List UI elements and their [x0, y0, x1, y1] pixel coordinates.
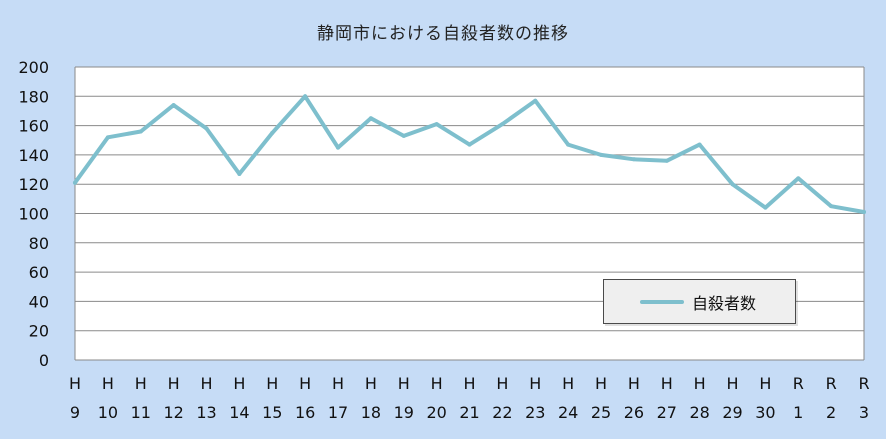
x-tick-year: 24: [558, 403, 578, 422]
x-tick-year: 26: [624, 403, 644, 422]
gridlines: [74, 66, 865, 361]
x-tick-era: H: [332, 374, 344, 393]
x-tick-year: 22: [492, 403, 512, 422]
x-tick-era: H: [726, 374, 738, 393]
x-tick-year: 10: [98, 403, 118, 422]
x-tick-era: H: [398, 374, 410, 393]
y-tick-label: 80: [29, 234, 49, 253]
data-point: [566, 142, 571, 147]
data-point: [138, 129, 143, 134]
y-tick-label: 180: [18, 87, 49, 106]
x-tick-year: 11: [131, 403, 151, 422]
data-point: [763, 205, 768, 210]
x-tick-year: 15: [262, 403, 282, 422]
y-tick-label: 40: [29, 292, 49, 311]
x-tick-year: 23: [525, 403, 545, 422]
legend-label: 自殺者数: [692, 293, 757, 313]
series-layer: [73, 94, 866, 215]
x-tick-era: H: [168, 374, 180, 393]
legend-swatch: [640, 299, 684, 304]
x-tick-year: 20: [426, 403, 446, 422]
data-point: [730, 182, 735, 187]
data-point: [500, 122, 505, 127]
y-tick-label: 20: [29, 322, 49, 341]
x-tick-era: H: [463, 374, 475, 393]
data-point: [533, 98, 538, 103]
y-tick-label: 100: [18, 205, 49, 224]
x-tick-era: H: [661, 374, 673, 393]
x-tick-year: 19: [394, 403, 414, 422]
x-tick-era: H: [69, 374, 81, 393]
data-point: [105, 135, 110, 140]
data-point: [434, 122, 439, 127]
x-tick-era: H: [266, 374, 278, 393]
x-tick-year: 17: [328, 403, 348, 422]
x-tick-year: 25: [591, 403, 611, 422]
x-tick-era: H: [496, 374, 508, 393]
x-tick-year: 29: [722, 403, 742, 422]
x-tick-year: 9: [70, 403, 80, 422]
y-tick-label: 60: [29, 263, 49, 282]
x-tick-era: H: [529, 374, 541, 393]
data-point: [631, 157, 636, 162]
x-tick-year: 18: [361, 403, 381, 422]
y-tick-label: 0: [39, 351, 49, 370]
data-point: [270, 130, 275, 135]
x-tick-year: 30: [755, 403, 775, 422]
x-tick-era: H: [694, 374, 706, 393]
data-point: [303, 94, 308, 99]
x-tick-year: 12: [163, 403, 183, 422]
y-axis: 0 20 40 60 80 100 120 140 160 180 200: [18, 58, 49, 370]
x-tick-era: H: [595, 374, 607, 393]
y-tick-label: 120: [18, 175, 49, 194]
x-tick-year: 27: [657, 403, 677, 422]
x-tick-era: H: [102, 374, 114, 393]
legend: 自殺者数: [603, 279, 796, 324]
x-tick-year: 14: [229, 403, 249, 422]
x-axis: H9H10H11H12H13H14H15H16H17H18H19H20H21H2…: [69, 374, 870, 422]
x-tick-era: H: [628, 374, 640, 393]
x-tick-year: 16: [295, 403, 315, 422]
x-tick-era: H: [759, 374, 771, 393]
data-point: [204, 126, 209, 131]
x-tick-era: H: [233, 374, 245, 393]
x-tick-era: H: [299, 374, 311, 393]
x-tick-era: H: [200, 374, 212, 393]
data-point: [796, 176, 801, 181]
x-tick-era: R: [826, 374, 837, 393]
data-point: [73, 180, 77, 185]
x-tick-year: 28: [689, 403, 709, 422]
x-tick-era: H: [431, 374, 443, 393]
x-tick-year: 1: [793, 403, 803, 422]
x-tick-era: R: [793, 374, 804, 393]
x-tick-year: 21: [459, 403, 479, 422]
y-tick-label: 160: [18, 117, 49, 136]
data-point: [862, 210, 866, 215]
x-tick-year: 3: [859, 403, 869, 422]
data-point: [368, 116, 373, 121]
x-tick-era: H: [365, 374, 377, 393]
data-point: [467, 142, 472, 147]
data-point: [401, 133, 406, 138]
x-tick-era: R: [858, 374, 869, 393]
y-tick-label: 200: [18, 58, 49, 77]
y-tick-label: 140: [18, 146, 49, 165]
data-point: [829, 204, 834, 209]
data-point: [697, 142, 702, 147]
x-tick-year: 13: [196, 403, 216, 422]
data-point: [336, 145, 340, 150]
data-point: [664, 158, 669, 163]
x-tick-era: H: [562, 374, 574, 393]
chart-title: 静岡市における自殺者数の推移: [317, 24, 569, 44]
data-point: [237, 171, 242, 176]
x-tick-year: 2: [826, 403, 836, 422]
data-point: [171, 103, 176, 108]
data-point: [599, 152, 603, 157]
x-tick-era: H: [135, 374, 147, 393]
